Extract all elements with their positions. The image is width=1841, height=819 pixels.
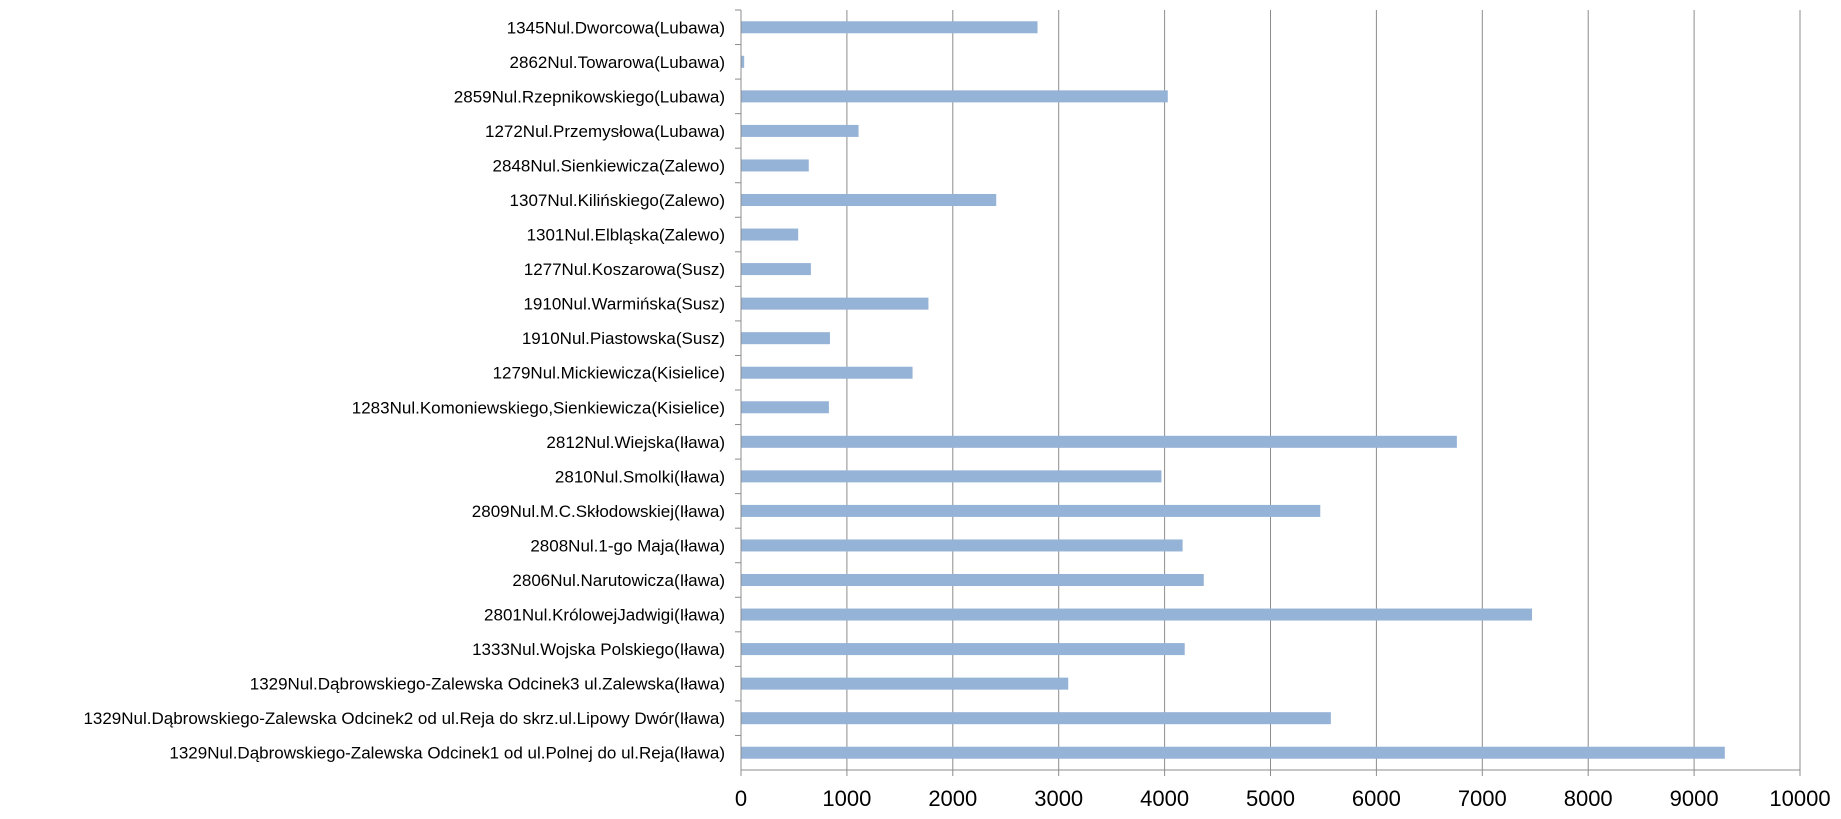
bar bbox=[741, 21, 1038, 34]
x-tick-label: 9000 bbox=[1670, 786, 1719, 811]
category-label: 2862Nul.Towarowa(Lubawa) bbox=[510, 53, 725, 72]
category-label: 1329Nul.Dąbrowskiego-Zalewska Odcinek3 u… bbox=[250, 675, 725, 694]
category-label: 2801Nul.KrólowejJadwigi(Iława) bbox=[484, 606, 725, 625]
bar bbox=[741, 366, 913, 379]
x-tick-label: 2000 bbox=[928, 786, 977, 811]
bar bbox=[741, 539, 1183, 552]
bar bbox=[741, 470, 1162, 483]
x-tick-labels: 0 1000 2000 3000 4000 5000 6000 7000 8000 9000 100… bbox=[735, 786, 1831, 811]
bar bbox=[741, 194, 997, 206]
category-label: 2848Nul.Sienkiewicza(Zalewo) bbox=[493, 156, 725, 175]
category-label: 1279Nul.Mickiewicza(Kisielice) bbox=[493, 364, 725, 383]
x-tick-label: 10000 bbox=[1769, 786, 1830, 811]
x-tick-label: 8000 bbox=[1564, 786, 1613, 811]
bars bbox=[741, 21, 1725, 759]
category-label: 1333Nul.Wojska Polskiego(Iława) bbox=[472, 640, 725, 659]
bar bbox=[741, 124, 859, 137]
category-labels: 1345Nul.Dworcowa(Lubawa) 2862Nul.Towarowa… bbox=[83, 18, 725, 762]
bar bbox=[741, 297, 929, 310]
bar bbox=[741, 90, 1168, 103]
gridlines bbox=[735, 9, 1801, 776]
category-label: 1283Nul.Komoniewskiego,Sienkiewicza(Kisi… bbox=[352, 398, 725, 417]
x-tick-label: 4000 bbox=[1140, 786, 1189, 811]
bar bbox=[741, 574, 1204, 586]
category-label: 1277Nul.Koszarowa(Susz) bbox=[524, 260, 725, 279]
category-label: 1307Nul.Kilińskiego(Zalewo) bbox=[510, 191, 725, 210]
bar bbox=[741, 746, 1725, 759]
category-label: 1301Nul.Elbląska(Zalewo) bbox=[527, 226, 725, 245]
category-label: 1329Nul.Dąbrowskiego-Zalewska Odcinek2 o… bbox=[83, 709, 725, 728]
category-label: 1345Nul.Dworcowa(Lubawa) bbox=[507, 18, 725, 37]
bar bbox=[741, 504, 1321, 517]
bar bbox=[741, 228, 799, 241]
bar bbox=[741, 712, 1331, 725]
bar bbox=[741, 159, 809, 172]
bar bbox=[741, 677, 1069, 690]
category-label: 2810Nul.Smolki(Iława) bbox=[555, 467, 725, 486]
category-label: 2812Nul.Wiejska(Iława) bbox=[546, 433, 725, 452]
bar bbox=[741, 401, 829, 414]
category-label: 2806Nul.Narutowicza(Iława) bbox=[512, 571, 725, 590]
category-label: 2808Nul.1-go Maja(Iława) bbox=[530, 536, 725, 555]
bar bbox=[741, 55, 745, 68]
x-tick-label: 0 bbox=[735, 786, 747, 811]
bar bbox=[741, 643, 1185, 656]
category-label: 1910Nul.Warmińska(Susz) bbox=[523, 295, 725, 314]
bar bbox=[741, 608, 1533, 621]
x-tick-label: 1000 bbox=[822, 786, 871, 811]
x-tick-label: 5000 bbox=[1246, 786, 1295, 811]
x-tick-label: 7000 bbox=[1458, 786, 1507, 811]
category-label: 1272Nul.Przemysłowa(Lubawa) bbox=[485, 122, 725, 141]
bar bbox=[741, 435, 1457, 448]
x-tick-label: 3000 bbox=[1034, 786, 1083, 811]
bar bbox=[741, 332, 830, 345]
category-label: 2859Nul.Rzepnikowskiego(Lubawa) bbox=[454, 87, 725, 106]
category-label: 2809Nul.M.C.Skłodowskiej(Iława) bbox=[472, 502, 725, 521]
bar bbox=[741, 263, 811, 276]
category-label: 1910Nul.Piastowska(Susz) bbox=[522, 329, 725, 348]
category-label: 1329Nul.Dąbrowskiego-Zalewska Odcinek1 o… bbox=[169, 744, 725, 763]
x-tick-label: 6000 bbox=[1352, 786, 1401, 811]
